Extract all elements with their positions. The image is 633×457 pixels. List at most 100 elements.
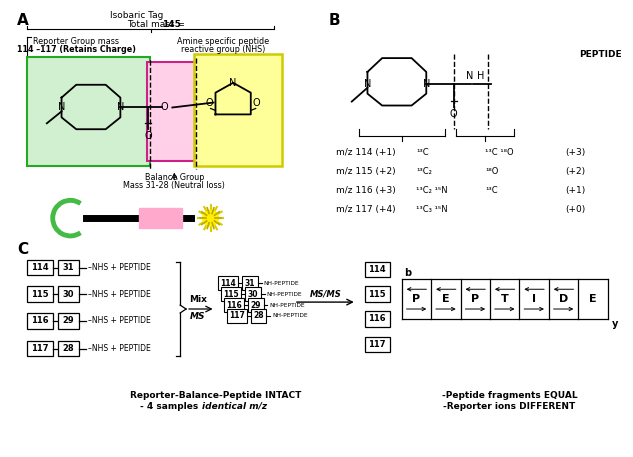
Text: 28: 28 xyxy=(63,344,74,353)
Text: Total mass =: Total mass = xyxy=(127,20,188,29)
Text: ¹³C ¹⁸O: ¹³C ¹⁸O xyxy=(485,149,514,157)
Text: y: y xyxy=(611,319,618,329)
Text: 114 –117 (Retains Charge): 114 –117 (Retains Charge) xyxy=(16,45,135,54)
Text: 114: 114 xyxy=(368,265,386,274)
Text: b: b xyxy=(404,268,411,278)
Text: O: O xyxy=(144,131,152,141)
FancyBboxPatch shape xyxy=(139,208,182,228)
Text: 145: 145 xyxy=(161,20,180,29)
Text: Reporter Group mass: Reporter Group mass xyxy=(34,37,119,46)
Text: I: I xyxy=(532,294,536,304)
Text: N: N xyxy=(116,102,124,112)
Text: Mix: Mix xyxy=(189,295,207,303)
Text: ¹³C₃ ¹⁵N: ¹³C₃ ¹⁵N xyxy=(417,205,448,214)
Text: E: E xyxy=(589,294,597,304)
Text: reactive group (NHS): reactive group (NHS) xyxy=(181,45,265,54)
Text: 115: 115 xyxy=(368,290,386,299)
Text: NH-PEPTIDE: NH-PEPTIDE xyxy=(270,303,305,308)
Text: -Reporter ions DIFFERENT: -Reporter ions DIFFERENT xyxy=(444,402,576,411)
Text: N: N xyxy=(466,71,473,81)
Text: - 4 samples: - 4 samples xyxy=(141,402,202,411)
Text: 114: 114 xyxy=(31,263,49,272)
Text: P: P xyxy=(413,294,420,304)
Text: Mass 31-28 (Neutral loss): Mass 31-28 (Neutral loss) xyxy=(123,181,225,190)
FancyBboxPatch shape xyxy=(58,313,79,329)
Text: P: P xyxy=(471,294,479,304)
Text: 116: 116 xyxy=(368,314,386,324)
Text: O: O xyxy=(450,109,458,119)
Text: B: B xyxy=(329,13,340,28)
Text: A: A xyxy=(18,13,29,28)
Text: Isobaric Tag: Isobaric Tag xyxy=(110,11,164,20)
Text: Reporter-Balance-Peptide INTACT: Reporter-Balance-Peptide INTACT xyxy=(130,391,301,400)
Text: m/z 115 (+2): m/z 115 (+2) xyxy=(336,167,396,176)
Text: Amine specific peptide: Amine specific peptide xyxy=(177,37,270,46)
FancyBboxPatch shape xyxy=(251,309,266,323)
Text: (+2): (+2) xyxy=(565,167,586,176)
Text: 30: 30 xyxy=(248,290,258,299)
Text: N: N xyxy=(423,79,430,89)
Text: –NHS + PEPTIDE: –NHS + PEPTIDE xyxy=(88,263,151,272)
Text: identical m/z: identical m/z xyxy=(202,402,267,411)
Text: ¹³C₂ ¹⁵N: ¹³C₂ ¹⁵N xyxy=(417,186,448,195)
Text: (+0): (+0) xyxy=(565,205,586,214)
FancyBboxPatch shape xyxy=(227,309,247,323)
Text: –NHS + PEPTIDE: –NHS + PEPTIDE xyxy=(88,344,151,353)
FancyBboxPatch shape xyxy=(58,286,79,302)
Text: O: O xyxy=(206,97,213,107)
Circle shape xyxy=(203,210,218,226)
Text: ¹³C₂: ¹³C₂ xyxy=(417,167,432,176)
FancyBboxPatch shape xyxy=(147,62,198,161)
Text: PEPTIDE: PEPTIDE xyxy=(579,50,622,58)
Text: 31: 31 xyxy=(63,263,74,272)
FancyBboxPatch shape xyxy=(224,298,244,312)
Text: 31: 31 xyxy=(244,279,255,288)
Text: C: C xyxy=(18,242,28,257)
FancyBboxPatch shape xyxy=(58,260,79,276)
Text: (+3): (+3) xyxy=(565,149,586,157)
FancyBboxPatch shape xyxy=(218,276,238,290)
FancyBboxPatch shape xyxy=(365,311,390,327)
Text: 29: 29 xyxy=(63,316,74,325)
Text: 30: 30 xyxy=(63,290,74,299)
FancyBboxPatch shape xyxy=(194,54,282,166)
Text: 116: 116 xyxy=(226,301,242,309)
Text: E: E xyxy=(442,294,449,304)
Text: N: N xyxy=(229,78,237,88)
Text: m/z 117 (+4): m/z 117 (+4) xyxy=(336,205,396,214)
FancyBboxPatch shape xyxy=(27,313,53,329)
FancyBboxPatch shape xyxy=(245,287,261,301)
Text: H: H xyxy=(477,71,485,81)
FancyBboxPatch shape xyxy=(365,261,390,277)
Text: –NHS + PEPTIDE: –NHS + PEPTIDE xyxy=(88,316,151,325)
FancyBboxPatch shape xyxy=(365,337,390,352)
Text: T: T xyxy=(501,294,508,304)
Text: 117: 117 xyxy=(31,344,49,353)
Text: D: D xyxy=(559,294,568,304)
Text: NH-PEPTIDE: NH-PEPTIDE xyxy=(272,314,308,319)
FancyBboxPatch shape xyxy=(27,286,53,302)
Text: MS/MS: MS/MS xyxy=(310,290,341,299)
Text: NH-PEPTIDE: NH-PEPTIDE xyxy=(266,292,302,297)
Text: 29: 29 xyxy=(251,301,261,309)
FancyBboxPatch shape xyxy=(27,57,150,166)
Text: m/z 114 (+1): m/z 114 (+1) xyxy=(336,149,396,157)
FancyBboxPatch shape xyxy=(365,286,390,302)
FancyBboxPatch shape xyxy=(27,260,53,276)
Text: ¹⁸O: ¹⁸O xyxy=(485,167,498,176)
FancyBboxPatch shape xyxy=(58,340,79,356)
FancyBboxPatch shape xyxy=(222,287,241,301)
Text: NH-PEPTIDE: NH-PEPTIDE xyxy=(263,281,299,286)
Text: Balance Group: Balance Group xyxy=(144,173,204,182)
Text: N: N xyxy=(364,79,371,89)
Text: ¹³C: ¹³C xyxy=(485,186,498,195)
Text: 116: 116 xyxy=(31,316,49,325)
Text: 115: 115 xyxy=(223,290,239,299)
Text: 117: 117 xyxy=(229,311,245,320)
FancyBboxPatch shape xyxy=(27,340,53,356)
Text: 117: 117 xyxy=(368,340,386,349)
Text: O: O xyxy=(161,102,168,112)
Text: 114: 114 xyxy=(220,279,236,288)
Text: O: O xyxy=(253,97,260,107)
FancyBboxPatch shape xyxy=(248,298,263,312)
